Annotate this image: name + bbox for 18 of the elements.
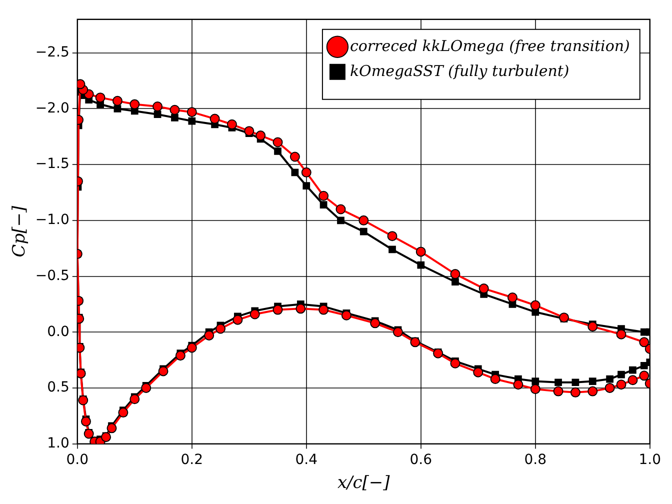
legend-label: kOmegaSST (fully turbulent): [350, 62, 570, 80]
y-tick-label: 0.5: [47, 380, 70, 396]
x-tick-label: 0.6: [410, 452, 432, 468]
y-tick-label: −1.0: [35, 212, 70, 228]
x-axis-title: x/c[−]: [337, 473, 390, 494]
y-tick-label: −0.5: [35, 268, 70, 284]
y-tick-label: −2.5: [35, 44, 70, 61]
x-tick-label: 0.8: [524, 452, 547, 468]
y-axis-title: Cp[−]: [10, 206, 30, 258]
x-tick-label: 0.0: [66, 452, 89, 468]
x-tick-label: 0.4: [295, 452, 318, 468]
y-tick-label: 1.0: [47, 435, 70, 452]
x-tick-label: 1.0: [638, 452, 661, 468]
y-tick-label: −2.0: [35, 100, 70, 116]
y-tick-label: −1.5: [35, 156, 70, 172]
x-tick-label: 0.2: [180, 452, 204, 468]
y-tick-label: 0.0: [47, 324, 70, 340]
legend-label: correced kkLOmega (free transition): [350, 36, 630, 55]
